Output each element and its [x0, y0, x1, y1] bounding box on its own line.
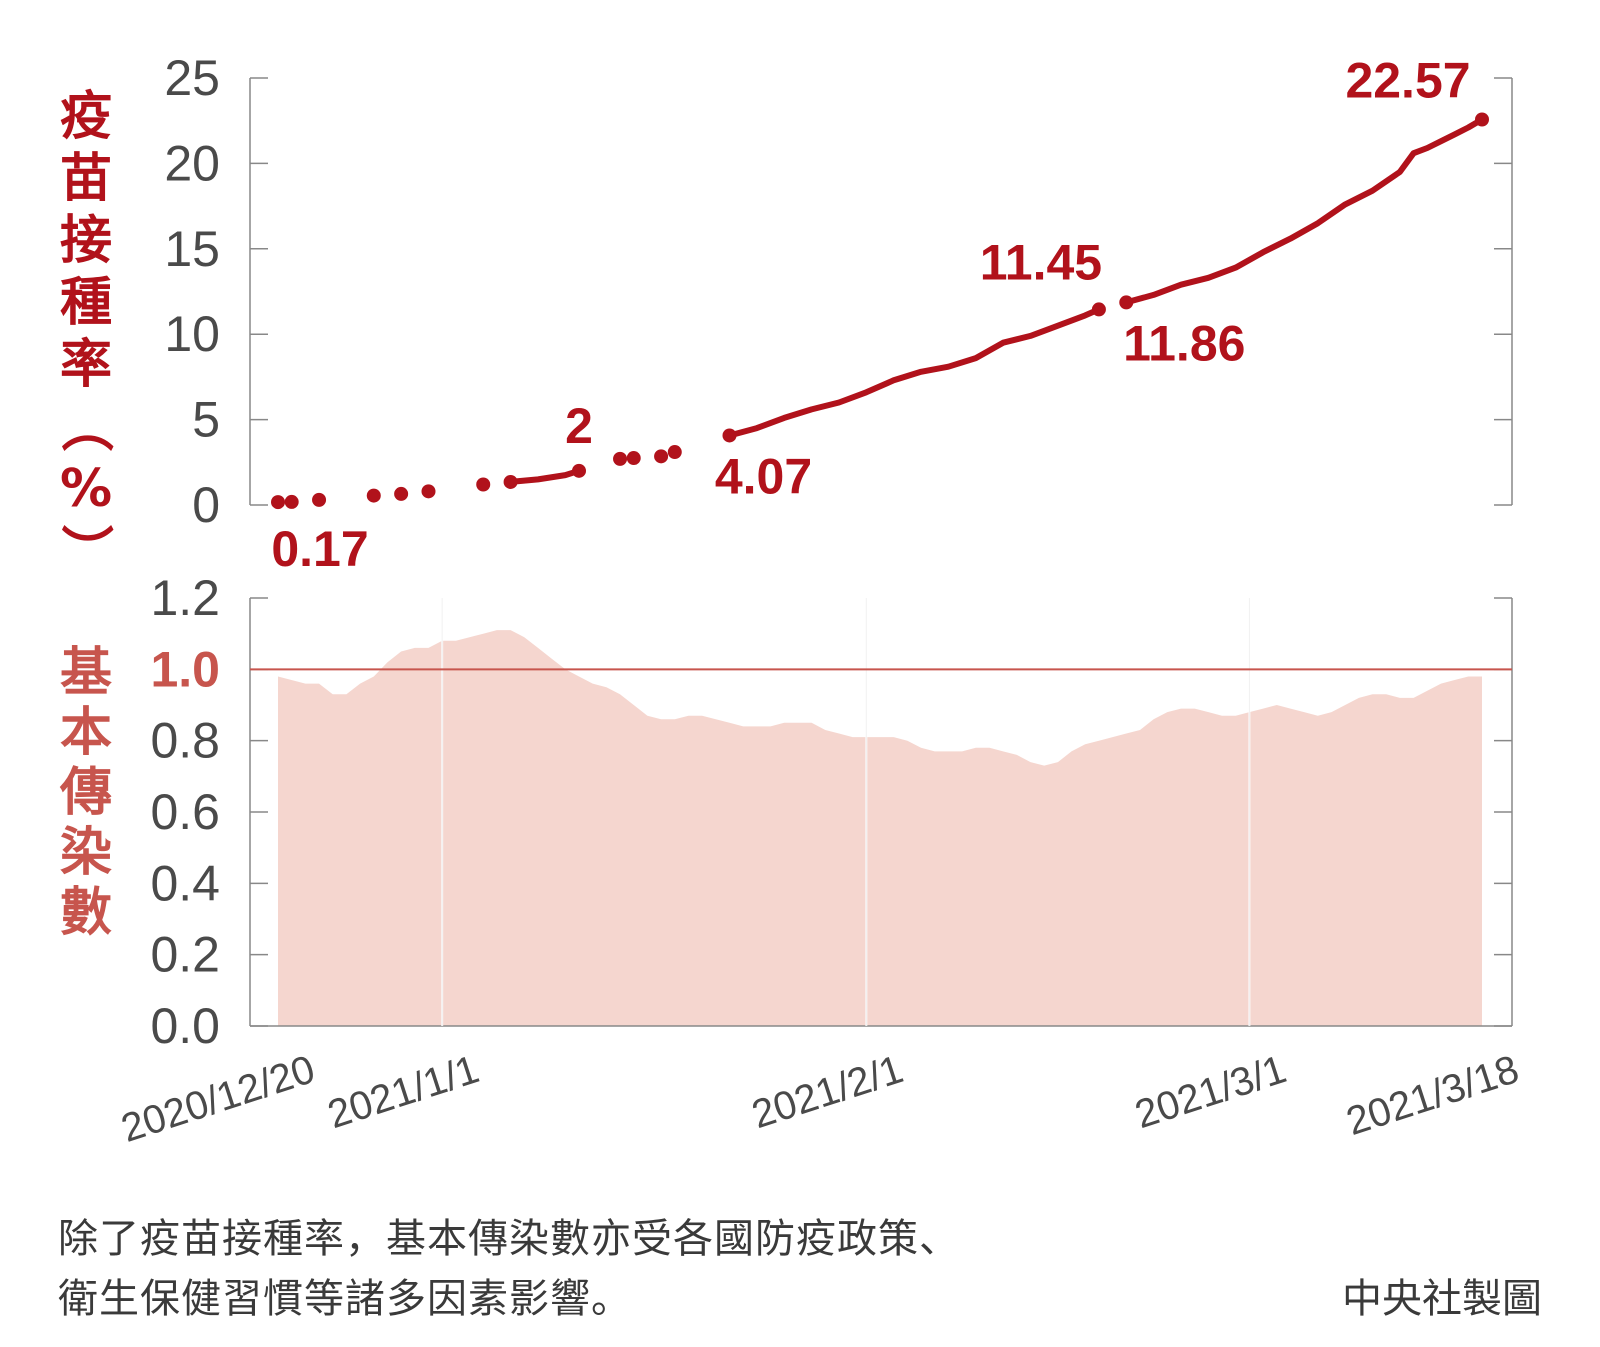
vaccination-data-label: 11.86	[1123, 315, 1245, 371]
vaccination-axes: 0 5 10 15 20 25	[164, 50, 1513, 533]
vaccination-point	[312, 492, 327, 507]
date-tick-group: 2020/12/20	[116, 1047, 320, 1151]
axis-title-char: 傳	[59, 763, 112, 823]
axis-title-char: ）	[55, 524, 115, 576]
axis-title-char: %	[60, 459, 112, 519]
vaccination-point	[1475, 112, 1489, 127]
axis-title-char: 基	[60, 643, 112, 703]
vaccination-line-segment	[726, 306, 1102, 439]
date-axis: 2020/12/20 2021/1/1 2021/2/1 2021/3/1 2021/3…	[116, 1047, 1524, 1151]
vaccination-tick-label: 25	[164, 50, 220, 106]
vaccination-point	[503, 474, 518, 489]
rt-area	[278, 630, 1482, 1026]
vaccination-point	[667, 445, 682, 460]
vaccination-tick-label: 5	[192, 392, 220, 448]
vaccination-line-segment	[1123, 116, 1485, 306]
vaccination-tick-label: 20	[164, 135, 220, 191]
axis-title-char: （	[55, 400, 115, 452]
axis-title-char: 本	[60, 703, 112, 763]
vaccination-data-label: 4.07	[715, 448, 812, 504]
vaccination-point	[366, 488, 381, 503]
footnote-line-2: 衛生保健習慣等諸多因素影響。	[58, 1276, 632, 1322]
footnote-line-1: 除了疫苗接種率，基本傳染數亦受各國防疫政策、	[58, 1216, 960, 1262]
vaccination-rate-axis-title: 疫苗接種率（%）	[55, 87, 115, 576]
axis-title-char: 數	[60, 883, 112, 943]
axis-title-char: 疫	[60, 87, 112, 147]
vaccination-point	[421, 484, 436, 499]
rt-axes: 0.0 0.2 0.4 0.6 0.8 1.0 1.2	[150, 570, 1513, 1054]
source-credit: 中央社製圖	[1342, 1276, 1542, 1322]
vaccination-data-label: 11.45	[980, 234, 1102, 290]
vaccination-point	[654, 449, 669, 464]
axis-title-char: 苗	[60, 149, 112, 209]
axis-title-char: 種	[60, 273, 112, 333]
rt-tick-label: 1.0	[150, 641, 220, 697]
date-tick-label: 2021/3/18	[1341, 1047, 1524, 1144]
axis-title-char: 染	[60, 823, 112, 883]
vaccination-point	[626, 451, 641, 466]
vaccination-point	[572, 463, 586, 478]
date-tick-label: 2021/1/1	[323, 1047, 485, 1137]
rt-area-fill	[278, 630, 1482, 1026]
date-tick-label: 2021/3/1	[1130, 1047, 1292, 1137]
vaccination-data-label: 2	[565, 398, 593, 454]
vaccination-point	[1091, 302, 1106, 317]
date-tick-label: 2020/12/20	[116, 1047, 320, 1151]
date-tick-group: 2021/1/1	[323, 1047, 485, 1137]
vaccination-point	[613, 451, 628, 466]
vaccination-data-label: 22.57	[1345, 53, 1470, 109]
date-tick-group: 2021/3/18	[1341, 1047, 1524, 1144]
vaccination-point	[394, 486, 409, 501]
vaccination-point	[476, 477, 491, 492]
vaccination-point	[284, 494, 299, 509]
rt-tick-label: 0.0	[150, 998, 220, 1054]
vaccination-point	[722, 428, 737, 443]
vaccination-tick-label: 0	[192, 477, 220, 533]
vaccination-tick-label: 10	[164, 306, 220, 362]
date-tick-group: 2021/2/1	[747, 1047, 909, 1137]
vaccination-point	[271, 495, 285, 510]
axis-title-char: 率	[60, 335, 112, 395]
rt-tick-label: 0.4	[150, 855, 220, 911]
vaccination-labels: 0.17 2 4.07 11.45 11.86 22.57	[271, 53, 1470, 578]
vaccination-data-label: 0.17	[271, 521, 368, 577]
vaccination-line-segment	[507, 467, 582, 485]
rt-tick-label: 0.8	[150, 713, 220, 769]
rt-axis-title: 基本傳染數	[59, 643, 112, 943]
vaccination-point	[1119, 295, 1134, 310]
vaccination-tick-label: 15	[164, 221, 220, 277]
date-tick-group: 2021/3/1	[1130, 1047, 1292, 1137]
rt-tick-label: 1.2	[150, 570, 220, 626]
rt-tick-label: 0.6	[150, 784, 220, 840]
axis-title-char: 接	[60, 211, 112, 271]
date-tick-label: 2021/2/1	[747, 1047, 909, 1137]
rt-tick-label: 0.2	[150, 927, 220, 983]
vaccination-series	[271, 112, 1489, 510]
